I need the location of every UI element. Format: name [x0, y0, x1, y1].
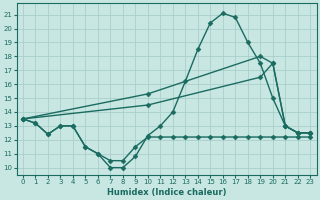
X-axis label: Humidex (Indice chaleur): Humidex (Indice chaleur) [107, 188, 226, 197]
